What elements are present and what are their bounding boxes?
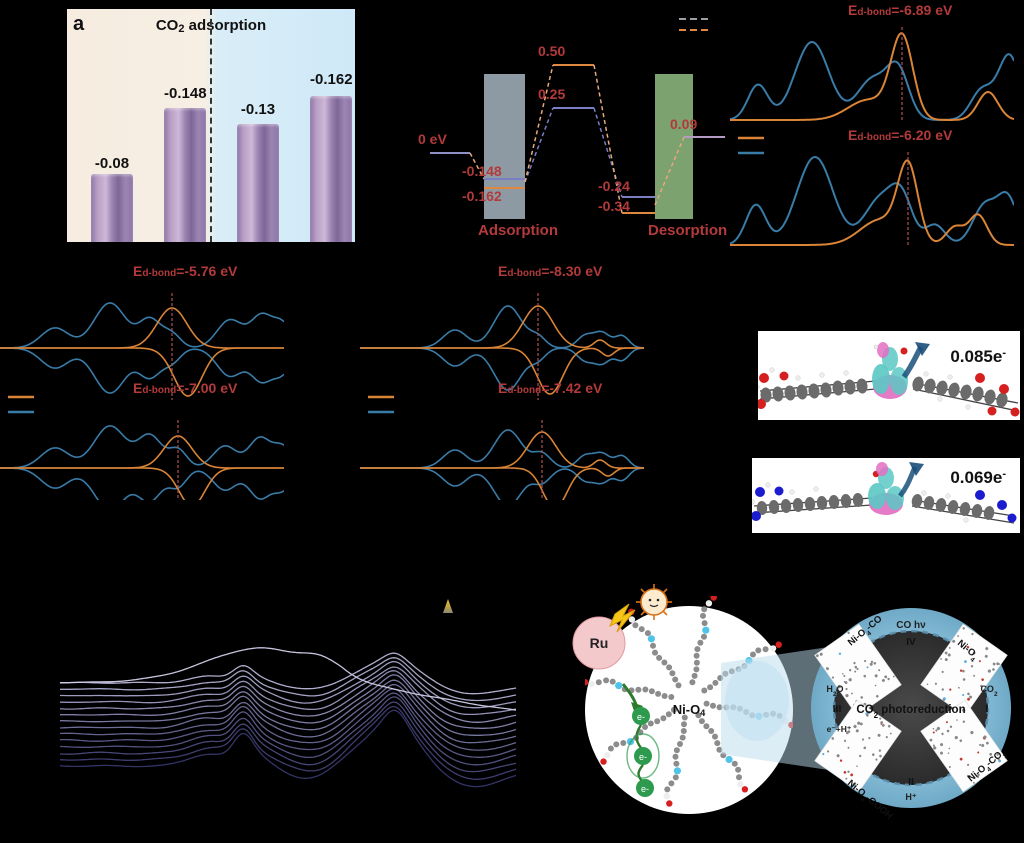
svg-text:H⁺: H⁺ — [905, 792, 916, 802]
svg-text:e⁻+H⁺: e⁻+H⁺ — [827, 724, 852, 734]
svg-text:e-: e- — [639, 752, 647, 762]
svg-text:CO hν: CO hν — [896, 620, 926, 631]
svg-text:I: I — [986, 703, 989, 715]
svg-text:e-: e- — [637, 712, 645, 722]
svg-text:II: II — [908, 776, 914, 788]
svg-text:IV: IV — [906, 637, 916, 648]
svg-text:III: III — [833, 703, 842, 715]
svg-text:e-: e- — [641, 784, 649, 794]
svg-text:Ru: Ru — [590, 635, 609, 651]
